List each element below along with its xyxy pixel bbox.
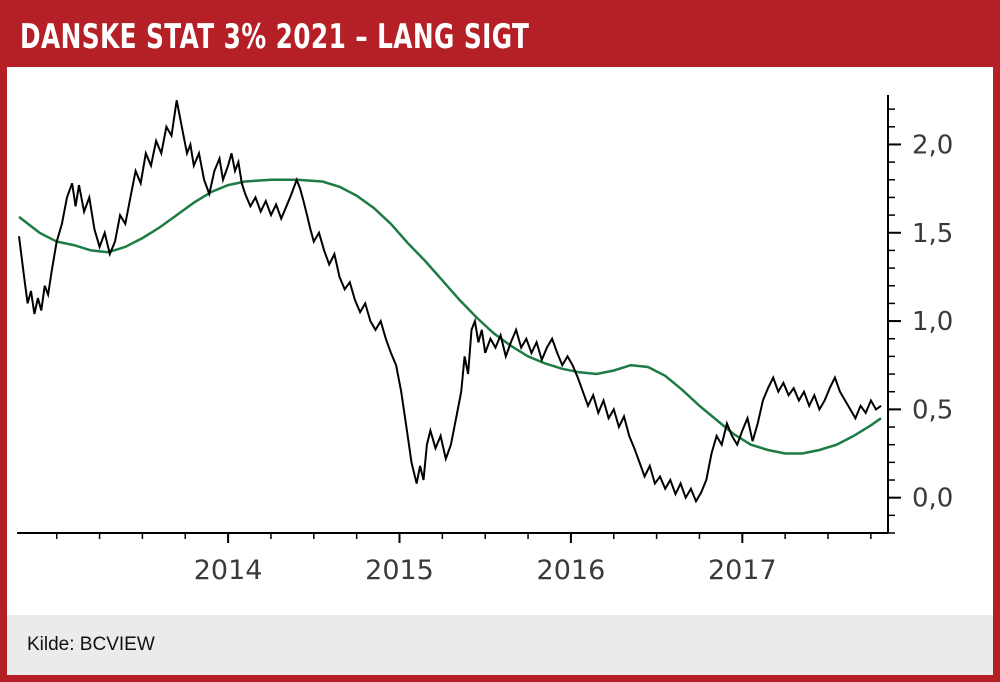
line-chart: 2014 2015 2016 2017 0,0 0,5 1,0 1,5 2,0: [17, 95, 953, 586]
y-tick-label: 0,5: [912, 395, 953, 425]
x-tick-label: 2017: [708, 555, 777, 586]
y-tick-label: 2,0: [912, 130, 953, 160]
x-tick-label: 2014: [194, 555, 263, 586]
y-tick-label: 0,0: [912, 484, 953, 514]
price-line: [18, 100, 882, 504]
moving-average-line: [18, 178, 882, 455]
source-label: Kilde: BCVIEW: [27, 634, 155, 655]
source-footer: Kilde: BCVIEW: [7, 615, 993, 675]
y-tick-label: 1,5: [912, 219, 953, 249]
x-tick-label: 2015: [365, 555, 434, 586]
chart-area: 2014 2015 2016 2017 0,0 0,5 1,0 1,5 2,0: [7, 67, 993, 615]
x-tick-label: 2016: [537, 555, 606, 586]
y-tick-label: 1,0: [912, 307, 953, 337]
chart-header: DANSKE STAT 3% 2021 – LANG SIGT: [7, 7, 993, 67]
chart-title: DANSKE STAT 3% 2021 – LANG SIGT: [20, 17, 530, 57]
